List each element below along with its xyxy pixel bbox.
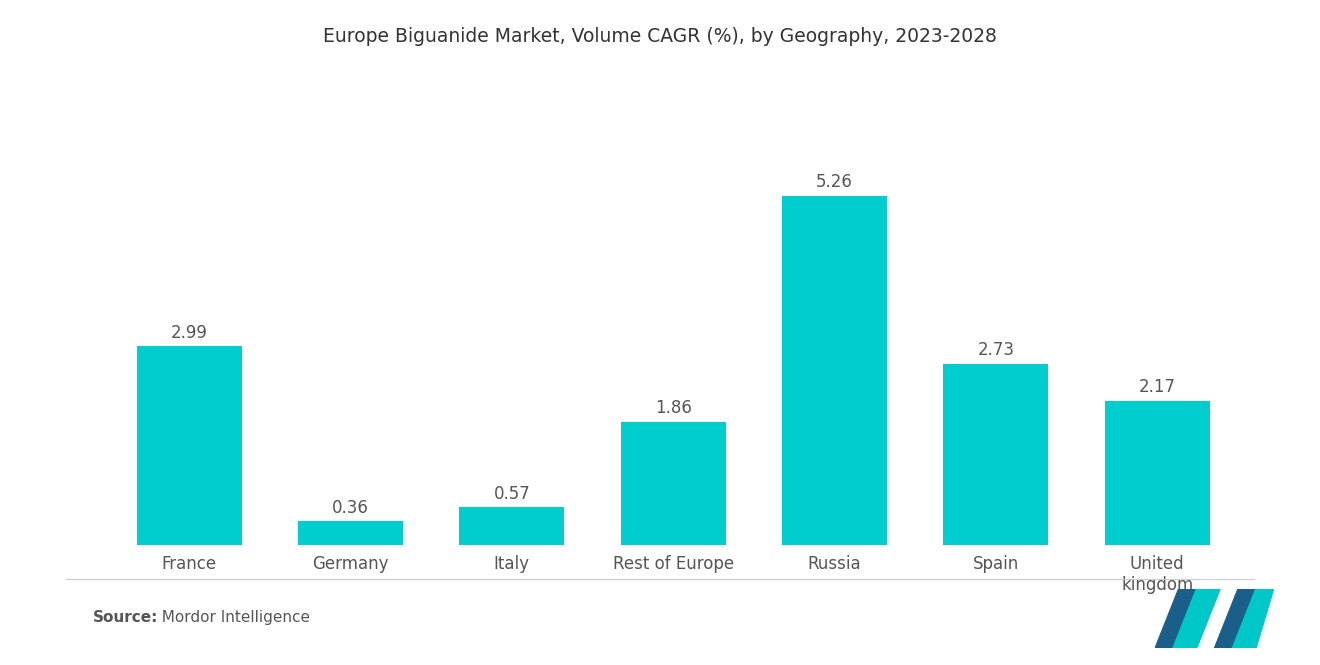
Text: 0.36: 0.36 xyxy=(333,499,370,517)
Polygon shape xyxy=(1233,589,1274,648)
Bar xyxy=(781,196,887,545)
Text: 0.57: 0.57 xyxy=(494,485,531,503)
Text: 5.26: 5.26 xyxy=(816,173,853,191)
Text: Europe Biguanide Market, Volume CAGR (%), by Geography, 2023-2028: Europe Biguanide Market, Volume CAGR (%)… xyxy=(323,27,997,46)
Bar xyxy=(137,346,242,545)
Polygon shape xyxy=(1172,589,1220,648)
Text: 2.99: 2.99 xyxy=(170,324,207,342)
Bar xyxy=(1105,401,1209,545)
Text: Mordor Intelligence: Mordor Intelligence xyxy=(152,610,310,625)
Bar xyxy=(944,364,1048,545)
Polygon shape xyxy=(1214,589,1262,648)
Text: 2.73: 2.73 xyxy=(977,341,1014,359)
Text: 2.17: 2.17 xyxy=(1139,378,1176,396)
Bar xyxy=(298,521,403,545)
Text: Source:: Source: xyxy=(92,610,158,625)
Bar xyxy=(459,507,565,545)
Polygon shape xyxy=(1155,589,1203,648)
Bar xyxy=(620,422,726,545)
Text: 1.86: 1.86 xyxy=(655,399,692,417)
